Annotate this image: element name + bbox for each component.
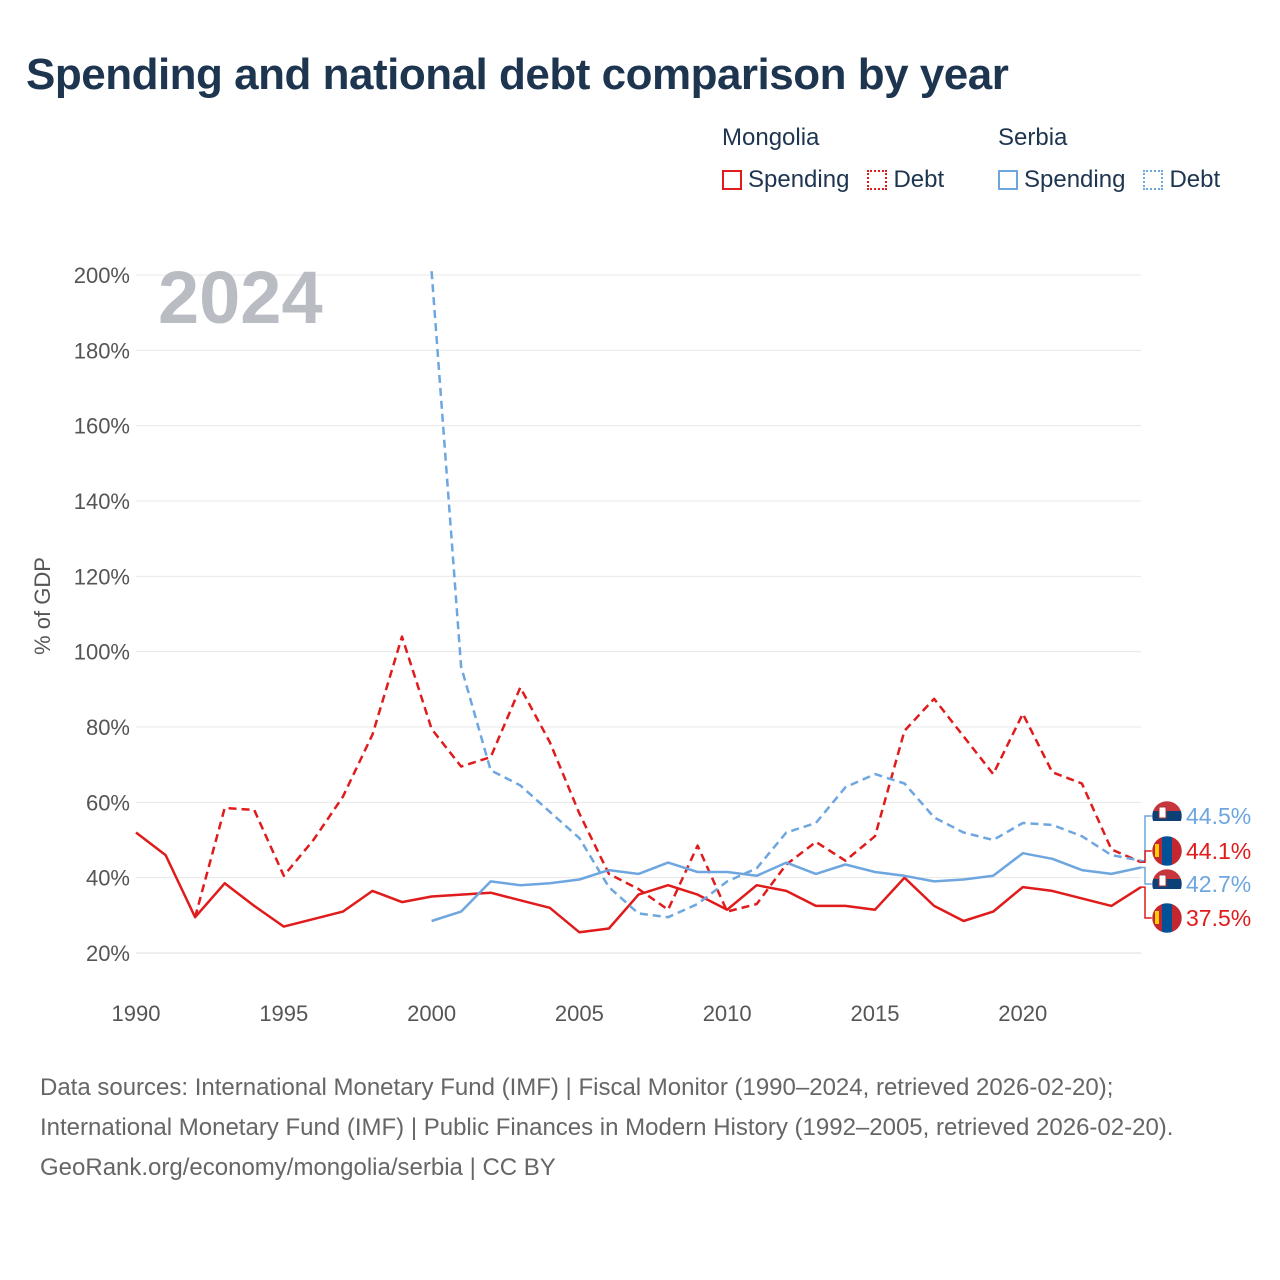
legend-label: Debt bbox=[1169, 166, 1221, 193]
y-tick-label: 100% bbox=[74, 640, 130, 665]
legend-group-mongolia: Mongolia Spending Debt bbox=[722, 124, 944, 194]
y-tick-label: 160% bbox=[74, 414, 130, 439]
end-value-label: 44.1% bbox=[1186, 838, 1251, 864]
serbia-flag-icon bbox=[1151, 800, 1183, 832]
x-tick-label: 2005 bbox=[555, 1001, 604, 1026]
y-tick-label: 60% bbox=[86, 790, 130, 815]
x-tick-label: 2020 bbox=[998, 1001, 1047, 1026]
line-chart: 2024 20% 40% 60% 80% 100% 120% 140% 160% 180% 200… bbox=[30, 256, 1251, 1026]
legend-item-mongolia-debt[interactable]: Debt bbox=[867, 166, 944, 194]
mongolia-flag-icon bbox=[1151, 902, 1183, 934]
end-label-connector bbox=[1141, 850, 1153, 863]
legend-item-serbia-spending[interactable]: Spending bbox=[998, 166, 1125, 194]
y-tick-label: 140% bbox=[74, 489, 130, 514]
x-tick-label: 2015 bbox=[850, 1001, 899, 1026]
y-tick-label: 80% bbox=[86, 715, 130, 740]
y-tick-label: 200% bbox=[74, 263, 130, 288]
end-value-label: 42.7% bbox=[1186, 871, 1251, 897]
end-value-label: 37.5% bbox=[1186, 905, 1251, 931]
legend-group-title: Mongolia bbox=[722, 124, 820, 151]
series-line-serbia-debt[interactable] bbox=[430, 271, 1142, 919]
series-line-mongolia-spending[interactable] bbox=[135, 831, 1142, 934]
legend-swatch-solid-icon bbox=[722, 170, 742, 190]
legend-swatch-dotted-icon bbox=[1143, 170, 1164, 190]
year-watermark: 2024 bbox=[158, 256, 323, 339]
credit-link[interactable]: GeoRank.org/economy/mongolia/serbia | CC… bbox=[40, 1154, 556, 1181]
y-tick-label: 120% bbox=[74, 564, 130, 589]
end-label-connector bbox=[1141, 815, 1153, 862]
legend-group-title: Serbia bbox=[998, 124, 1068, 151]
x-tick-label: 2000 bbox=[407, 1001, 456, 1026]
serbia-flag-icon bbox=[1151, 868, 1183, 900]
legend-item-serbia-debt[interactable]: Debt bbox=[1143, 166, 1220, 194]
legend-label: Spending bbox=[1024, 166, 1126, 193]
legend-label: Spending bbox=[748, 166, 850, 193]
y-axis-label: % of GDP bbox=[30, 557, 55, 655]
series-line-serbia-spending[interactable] bbox=[431, 851, 1142, 923]
footer: Data sources: International Monetary Fun… bbox=[40, 1068, 1240, 1188]
legend-item-mongolia-spending[interactable]: Spending bbox=[722, 166, 849, 194]
legend-swatch-solid-icon bbox=[998, 170, 1018, 190]
x-tick-label: 1990 bbox=[112, 1001, 161, 1026]
mongolia-flag-icon bbox=[1151, 835, 1183, 867]
end-label-connector bbox=[1141, 886, 1153, 919]
series-line-mongolia-debt[interactable] bbox=[193, 635, 1142, 918]
y-tick-label: 40% bbox=[86, 866, 130, 891]
x-tick-label: 2010 bbox=[703, 1001, 752, 1026]
x-tick-label: 1995 bbox=[259, 1001, 308, 1026]
end-value-label: 44.5% bbox=[1186, 803, 1251, 829]
legend-label: Debt bbox=[893, 166, 945, 193]
data-sources: Data sources: International Monetary Fun… bbox=[40, 1074, 1174, 1141]
legend-swatch-dotted-icon bbox=[867, 170, 888, 190]
end-label-connector bbox=[1141, 866, 1153, 885]
legend-group-serbia: Serbia Spending Debt bbox=[998, 124, 1220, 194]
y-tick-label: 20% bbox=[86, 941, 130, 966]
y-tick-label: 180% bbox=[74, 338, 130, 363]
chart-title: Spending and national debt comparison by… bbox=[26, 50, 1009, 99]
